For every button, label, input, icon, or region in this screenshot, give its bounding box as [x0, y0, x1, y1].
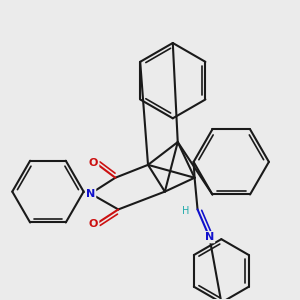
Text: N: N — [205, 232, 214, 242]
Text: O: O — [89, 158, 98, 168]
Text: N: N — [86, 189, 95, 199]
Text: H: H — [182, 206, 189, 216]
Text: O: O — [89, 219, 98, 229]
